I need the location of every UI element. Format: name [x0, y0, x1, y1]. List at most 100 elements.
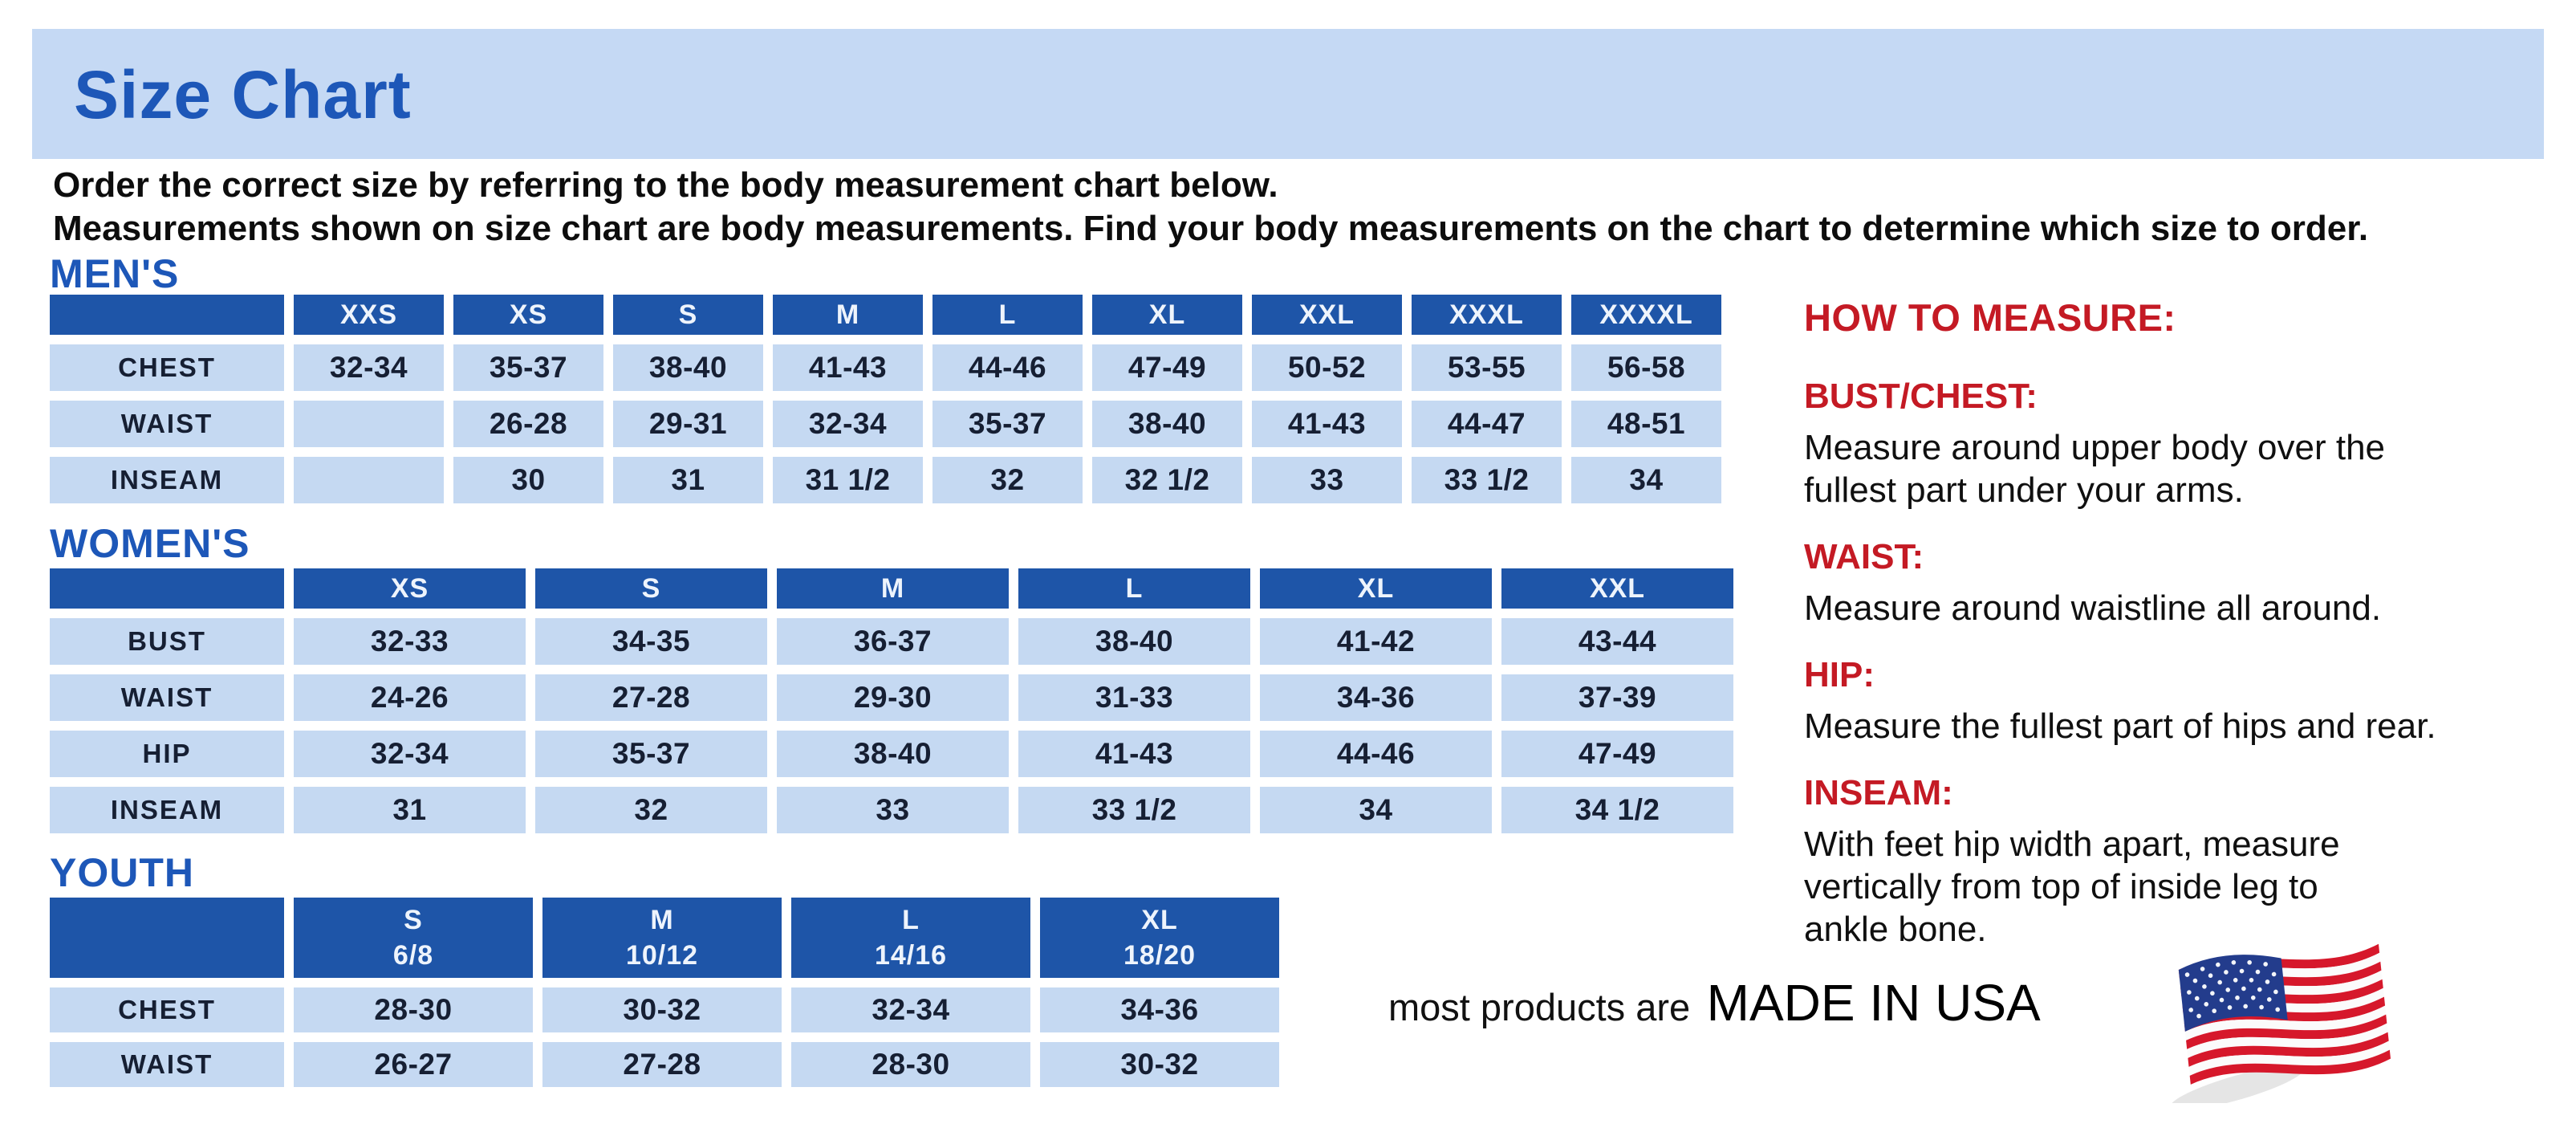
made-in-usa-text: MADE IN USA — [1706, 974, 2041, 1032]
size-cell: 34 — [1260, 787, 1492, 833]
size-cell: 30-32 — [542, 987, 782, 1032]
measure-item-hip: HIP: Measure the fullest part of hips an… — [1804, 655, 2576, 747]
measure-item-waist: WAIST: Measure around waistline all arou… — [1804, 537, 2576, 629]
column-header: L 14/16 — [791, 898, 1030, 978]
size-cell: 31 1/2 — [773, 457, 923, 503]
intro-line-2: Measurements shown on size chart are bod… — [53, 209, 2369, 248]
size-cell: 28-30 — [294, 987, 533, 1032]
size-cell: 44-47 — [1412, 401, 1562, 447]
mens-size-table: XXS XS S M L XL XXL XXXL XXXXL CHEST 32-… — [40, 285, 1731, 513]
size-cell: 28-30 — [791, 1042, 1030, 1087]
size-cell: 38-40 — [613, 344, 763, 391]
column-header — [50, 898, 284, 978]
size-cell: 38-40 — [1092, 401, 1242, 447]
size-cell: 44-46 — [932, 344, 1083, 391]
intro-text: Order the correct size by referring to t… — [53, 164, 2368, 250]
row-label: CHEST — [50, 344, 284, 391]
row-label: HIP — [50, 731, 284, 777]
size-cell: 32-33 — [294, 618, 526, 665]
row-label: INSEAM — [50, 457, 284, 503]
column-header — [50, 295, 284, 335]
size-cell: 30-32 — [1040, 1042, 1279, 1087]
size-cell: 53-55 — [1412, 344, 1562, 391]
column-header: S 6/8 — [294, 898, 533, 978]
column-header: L — [932, 295, 1083, 335]
column-header: XL 18/20 — [1040, 898, 1279, 978]
size-cell: 41-42 — [1260, 618, 1492, 665]
column-header — [50, 568, 284, 609]
size-cell: 26-28 — [453, 401, 603, 447]
row-label: WAIST — [50, 1042, 284, 1087]
table-header-row: XS S M L XL XXL — [50, 568, 1733, 609]
size-cell: 44-46 — [1260, 731, 1492, 777]
measure-label: INSEAM: — [1804, 773, 1953, 812]
size-cell: 27-28 — [542, 1042, 782, 1087]
column-header: XL — [1092, 295, 1242, 335]
size-cell: 32 1/2 — [1092, 457, 1242, 503]
size-cell: 33 — [1252, 457, 1402, 503]
column-header: M — [773, 295, 923, 335]
size-cell: 48-51 — [1571, 401, 1721, 447]
section-heading-womens: WOMEN'S — [50, 521, 250, 566]
section-heading-mens: MEN'S — [50, 251, 180, 296]
column-header: XXS — [294, 295, 444, 335]
measure-label: HIP: — [1804, 655, 1875, 694]
made-in-usa-line: most products are MADE IN USA — [1388, 973, 2041, 1032]
size-cell: 31 — [294, 787, 526, 833]
size-cell: 35-37 — [453, 344, 603, 391]
size-cell: 32-34 — [294, 731, 526, 777]
measure-text: Measure around waistline all around. — [1804, 588, 2382, 628]
size-cell: 41-43 — [1252, 401, 1402, 447]
section-heading-youth: YOUTH — [50, 850, 194, 895]
size-cell: 41-43 — [773, 344, 923, 391]
column-header: S — [535, 568, 767, 609]
size-cell: 36-37 — [777, 618, 1009, 665]
size-cell: 32-34 — [773, 401, 923, 447]
size-cell: 35-37 — [932, 401, 1083, 447]
table-row: WAIST 26-28 29-31 32-34 35-37 38-40 41-4… — [50, 401, 1721, 447]
column-header: XXXL — [1412, 295, 1562, 335]
row-label: CHEST — [50, 987, 284, 1032]
table-header-row: S 6/8 M 10/12 L 14/16 XL 18/20 — [50, 898, 1279, 978]
size-cell: 30 — [453, 457, 603, 503]
size-cell: 32 — [932, 457, 1083, 503]
how-to-measure-panel: HOW TO MEASURE: BUST/CHEST: Measure arou… — [1804, 295, 2576, 951]
size-cell: 41-43 — [1018, 731, 1250, 777]
column-header: XXL — [1252, 295, 1402, 335]
size-cell: 56-58 — [1571, 344, 1721, 391]
title-banner: Size Chart — [32, 29, 2544, 159]
size-cell: 35-37 — [535, 731, 767, 777]
intro-line-1: Order the correct size by referring to t… — [53, 165, 1278, 205]
size-cell: 34-35 — [535, 618, 767, 665]
size-cell: 47-49 — [1092, 344, 1242, 391]
size-cell: 32-34 — [791, 987, 1030, 1032]
row-label: BUST — [50, 618, 284, 665]
measure-item-bust-chest: BUST/CHEST: Measure around upper body ov… — [1804, 377, 2576, 511]
size-cell: 33 — [777, 787, 1009, 833]
size-cell: 38-40 — [777, 731, 1009, 777]
measure-text: With feet hip width apart, measure verti… — [1804, 825, 2340, 949]
column-header: M — [777, 568, 1009, 609]
womens-size-table: XS S M L XL XXL BUST 32-33 34-35 36-37 3… — [40, 559, 1743, 843]
table-row: WAIST 24-26 27-28 29-30 31-33 34-36 37-3… — [50, 674, 1733, 721]
table-row: BUST 32-33 34-35 36-37 38-40 41-42 43-44 — [50, 618, 1733, 665]
size-cell: 31-33 — [1018, 674, 1250, 721]
size-cell: 38-40 — [1018, 618, 1250, 665]
measure-item-inseam: INSEAM: With feet hip width apart, measu… — [1804, 773, 2576, 951]
size-cell: 43-44 — [1501, 618, 1733, 665]
size-cell: 37-39 — [1501, 674, 1733, 721]
table-row: INSEAM 30 31 31 1/2 32 32 1/2 33 33 1/2 … — [50, 457, 1721, 503]
column-header: M 10/12 — [542, 898, 782, 978]
size-cell: 29-30 — [777, 674, 1009, 721]
size-cell: 47-49 — [1501, 731, 1733, 777]
column-header: L — [1018, 568, 1250, 609]
size-cell — [294, 401, 444, 447]
size-cell: 33 1/2 — [1018, 787, 1250, 833]
row-label: INSEAM — [50, 787, 284, 833]
made-in-usa-prefix: most products are — [1388, 986, 1691, 1028]
column-header: XXXXL — [1571, 295, 1721, 335]
size-cell: 50-52 — [1252, 344, 1402, 391]
column-header: XL — [1260, 568, 1492, 609]
size-cell: 34 1/2 — [1501, 787, 1733, 833]
size-cell: 32 — [535, 787, 767, 833]
